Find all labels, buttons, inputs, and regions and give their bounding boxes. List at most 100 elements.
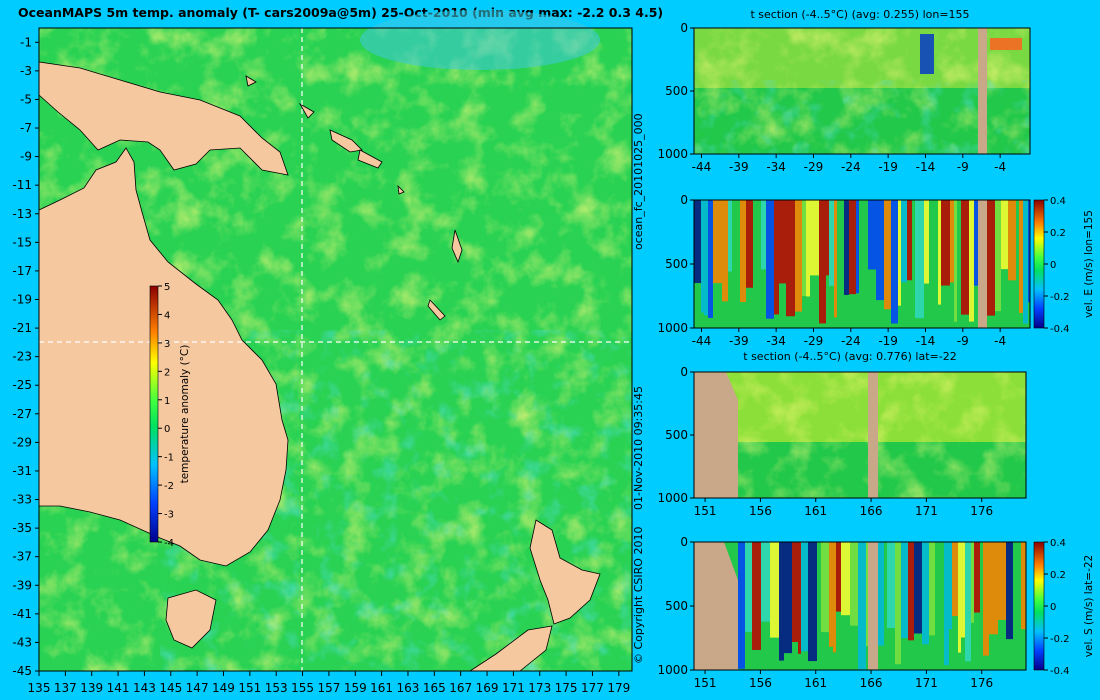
map-xtick-label: 171 bbox=[502, 681, 525, 695]
map-ytick-label: -9 bbox=[20, 150, 32, 164]
map-ytick-label: -43 bbox=[12, 635, 32, 649]
section-2-xtick-label: 151 bbox=[694, 504, 717, 518]
section-0-xtick-label: -24 bbox=[841, 160, 861, 174]
section-0-xtick-label: -29 bbox=[804, 160, 824, 174]
map-colorbar-tick: 4 bbox=[164, 310, 170, 321]
map-xtick-label: 161 bbox=[370, 681, 393, 695]
section-1-xtick-label: -34 bbox=[766, 334, 786, 348]
map-ytick-label: -45 bbox=[12, 664, 32, 678]
map-ytick-label: -21 bbox=[12, 321, 32, 335]
map-ytick-label: -3 bbox=[20, 64, 32, 78]
map-xtick-label: 157 bbox=[317, 681, 340, 695]
u-section-lon-plot bbox=[693, 199, 1031, 329]
velocity-colorbar-tick: -0.4 bbox=[1050, 666, 1070, 677]
map-ytick-label: -37 bbox=[12, 550, 32, 564]
v-colorbar-label: vel. S (m/s) lat=-22 bbox=[1083, 555, 1095, 657]
landmass-australia bbox=[38, 147, 289, 567]
map-xtick-label: 177 bbox=[581, 681, 604, 695]
section-3-ytick-label: 0 bbox=[680, 535, 688, 549]
map-xtick-label: 175 bbox=[555, 681, 578, 695]
section-0-xtick-label: -34 bbox=[766, 160, 786, 174]
velocity-colorbar-tick: 0.2 bbox=[1050, 228, 1066, 239]
map-colorbar-tick: -1 bbox=[164, 453, 174, 464]
map-colorbar-tick: -2 bbox=[164, 481, 174, 492]
map-xtick-label: 155 bbox=[291, 681, 314, 695]
map-xtick-label: 169 bbox=[476, 681, 499, 695]
section-0-xtick-label: -14 bbox=[916, 160, 936, 174]
velocity-colorbar-tick: 0 bbox=[1050, 602, 1056, 613]
map-colorbar-tick: 3 bbox=[164, 339, 170, 350]
velocity-colorbar-tick: 0.4 bbox=[1050, 196, 1066, 207]
map-colorbar-tick: -4 bbox=[164, 538, 174, 549]
map-ytick-label: -17 bbox=[12, 264, 32, 278]
section-0-xtick-label: -4 bbox=[994, 160, 1006, 174]
velocity-colorbar-tick: 0.4 bbox=[1050, 538, 1066, 549]
section-0-xtick-label: -39 bbox=[729, 160, 749, 174]
velocity-colorbar-tick: -0.2 bbox=[1050, 634, 1070, 645]
map-colorbar-label: temperature anomaly (°C) bbox=[179, 345, 191, 484]
section-0-xtick-label: -44 bbox=[692, 160, 712, 174]
section-0-xtick-label: -9 bbox=[957, 160, 969, 174]
map-xtick-label: 173 bbox=[528, 681, 551, 695]
t-section-lon-plot bbox=[693, 27, 1031, 155]
section-3-xtick-label: 171 bbox=[915, 676, 938, 690]
map-ytick-label: -31 bbox=[12, 464, 32, 478]
map-xtick-label: 135 bbox=[28, 681, 51, 695]
section-3-xtick-label: 166 bbox=[860, 676, 883, 690]
map-ytick-label: -33 bbox=[12, 493, 32, 507]
landmass-new-guinea bbox=[38, 61, 289, 176]
section-1-xtick-label: -29 bbox=[804, 334, 824, 348]
map-xtick-label: 165 bbox=[423, 681, 446, 695]
landmass-new-zealand-north bbox=[529, 519, 601, 625]
map-panel: -1-3-5-7-9-11-13-15-17-19-21-23-25-27-29… bbox=[12, 10, 633, 695]
map-ytick-label: -35 bbox=[12, 521, 32, 535]
section-1-ytick-label: 500 bbox=[665, 257, 688, 271]
map-xtick-label: 167 bbox=[449, 681, 472, 695]
v-colorbar: 0.4 0.2 0 -0.2 -0.4 vel. S (m/s) lat=-22 bbox=[1033, 538, 1095, 677]
map-xtick-label: 153 bbox=[265, 681, 288, 695]
section-2-xtick-label: 161 bbox=[804, 504, 827, 518]
map-ytick-label: -27 bbox=[12, 407, 32, 421]
land bbox=[38, 61, 601, 672]
section-1-ytick-label: 1000 bbox=[657, 321, 688, 335]
map-ytick-label: -19 bbox=[12, 292, 32, 306]
landmass-tasmania bbox=[165, 589, 217, 649]
section-3-xtick-label: 156 bbox=[749, 676, 772, 690]
map-xtick-label: 141 bbox=[107, 681, 130, 695]
section-1-ytick-label: 0 bbox=[680, 193, 688, 207]
section-1-xtick-label: -39 bbox=[729, 334, 749, 348]
section-3-ytick-label: 500 bbox=[665, 599, 688, 613]
t-section-lat-title: t section (-4..5°C) (avg: 0.776) lat=-22 bbox=[743, 350, 956, 363]
map-xtick-label: 139 bbox=[80, 681, 103, 695]
v-section-lat-plot bbox=[693, 541, 1027, 671]
section-2-xtick-label: 176 bbox=[970, 504, 993, 518]
section-1-xtick-label: -14 bbox=[916, 334, 936, 348]
velocity-colorbar-tick: 0.2 bbox=[1050, 570, 1066, 581]
section-3-ytick-label: 1000 bbox=[657, 663, 688, 677]
section-3-xtick-label: 151 bbox=[694, 676, 717, 690]
map-xtick-label: 143 bbox=[133, 681, 156, 695]
section-1-xtick-label: -9 bbox=[957, 334, 969, 348]
map-colorbar-gradient bbox=[149, 285, 159, 543]
map-xtick-label: 159 bbox=[344, 681, 367, 695]
section-2-xtick-label: 166 bbox=[860, 504, 883, 518]
map-xtick-label: 137 bbox=[54, 681, 77, 695]
map-colorbar-tick: -3 bbox=[164, 510, 174, 521]
map-xtick-label: 149 bbox=[212, 681, 235, 695]
map-ytick-label: -13 bbox=[12, 207, 32, 221]
map-colorbar: 5 4 3 2 1 0 -1 -2 -3 -4 temperature anomaly (°C) bbox=[149, 282, 191, 549]
t-section-lat-plot bbox=[693, 371, 1027, 499]
section-0-ytick-label: 1000 bbox=[657, 147, 688, 161]
map-ytick-label: -23 bbox=[12, 350, 32, 364]
map-colorbar-tick: 0 bbox=[164, 424, 170, 435]
sections-panel: t section (-4..5°C) (avg: 0.255) lon=155… bbox=[657, 8, 1095, 690]
map-xtick-label: 147 bbox=[186, 681, 209, 695]
section-3-xtick-label: 176 bbox=[970, 676, 993, 690]
map-colorbar-tick: 5 bbox=[164, 282, 170, 293]
map-ytick-label: -41 bbox=[12, 607, 32, 621]
velocity-colorbar-tick: -0.2 bbox=[1050, 292, 1070, 303]
section-2-ytick-label: 0 bbox=[680, 365, 688, 379]
section-1-xtick-label: -44 bbox=[692, 334, 712, 348]
map-colorbar-tick: 1 bbox=[164, 396, 170, 407]
map-xtick-label: 151 bbox=[238, 681, 261, 695]
